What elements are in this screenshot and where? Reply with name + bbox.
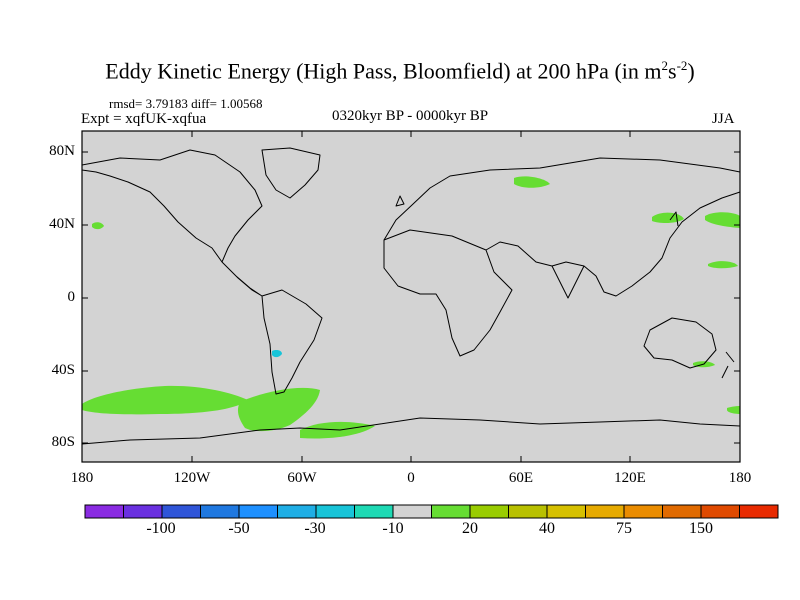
europe-asia-coast: [383, 157, 741, 297]
south-america-coast: [261, 289, 323, 395]
colorbar-label: -100: [146, 520, 176, 537]
lon-label-0: 0: [407, 470, 415, 486]
africa-coast: [383, 229, 513, 357]
antarctica-coast: [81, 417, 741, 445]
greenland-coast: [261, 147, 321, 199]
patch-north-russia: [514, 176, 550, 188]
coastlines: [81, 147, 741, 445]
colorbar-box: [700, 504, 740, 519]
lon-label-180w: 180: [70, 470, 94, 486]
colorbar-box: [431, 504, 471, 519]
colorbar-box: [546, 504, 586, 519]
colorbar-label: -10: [382, 520, 404, 537]
lat-label-40n: 40N: [49, 216, 75, 232]
patch-west-pacific: [708, 261, 738, 269]
patch-cyan-chile: [272, 350, 282, 358]
lat-label-80n: 80N: [49, 143, 75, 159]
period-label: 0320kyr BP - 0000kyr BP: [331, 108, 489, 124]
india-coast: [551, 265, 585, 299]
colorbar-label: 75: [616, 520, 632, 537]
patch-southern-ocean-pacific: [82, 385, 248, 415]
colorbar-label: 20: [462, 520, 478, 537]
colorbar-box: [84, 504, 124, 519]
lon-label-60e: 60E: [508, 470, 534, 486]
uk-coast: [395, 195, 405, 207]
colorbar-box: [508, 504, 548, 519]
lat-label-40s: 40S: [51, 362, 75, 378]
north-america-coast: [81, 149, 263, 297]
australia-coast: [643, 317, 717, 369]
colorbar-box: [123, 504, 163, 519]
patch-south-pacific-east: [727, 406, 740, 414]
colorbar-box: [277, 504, 317, 519]
colorbar-box: [739, 504, 779, 519]
lat-label-80s: 80S: [51, 434, 75, 450]
colorbar-box: [662, 504, 702, 519]
axis-ticks: [81, 131, 741, 462]
lon-label-120w: 120W: [173, 470, 211, 486]
anomaly-patches: [82, 176, 740, 439]
colorbar-box: [200, 504, 240, 519]
lat-label-0: 0: [67, 289, 76, 305]
colorbar-label: 150: [689, 520, 713, 537]
experiment-label: Expt = xqfUK-xqfua: [81, 111, 207, 127]
colorbar-box: [354, 504, 394, 519]
colorbar-box: [161, 504, 201, 519]
plot-title: Eddy Kinetic Energy (High Pass, Bloomfie…: [105, 58, 695, 84]
colorbar-box: [392, 504, 432, 519]
colorbar-box: [585, 504, 625, 519]
colorbar-label: -30: [304, 520, 326, 537]
patch-north-pacific: [705, 212, 740, 228]
colorbar-box: [238, 504, 278, 519]
colorbar-label: -50: [228, 520, 250, 537]
season-label: JJA: [712, 111, 735, 127]
patch-east-pacific: [92, 222, 104, 230]
colorbar-box: [623, 504, 663, 519]
colorbar-box: [469, 504, 509, 519]
lon-label-60w: 60W: [287, 470, 317, 486]
rmsd-diff-stats: rmsd= 3.79183 diff= 1.00568: [109, 96, 263, 111]
japan-coast: [669, 211, 679, 227]
colorbar-label: 40: [539, 520, 555, 537]
lon-label-120e: 120E: [614, 470, 646, 486]
patch-drake-passage: [237, 387, 320, 432]
new-zealand-coast: [721, 351, 735, 379]
colorbar-box: [315, 504, 355, 519]
lon-label-180e: 180: [728, 470, 752, 486]
